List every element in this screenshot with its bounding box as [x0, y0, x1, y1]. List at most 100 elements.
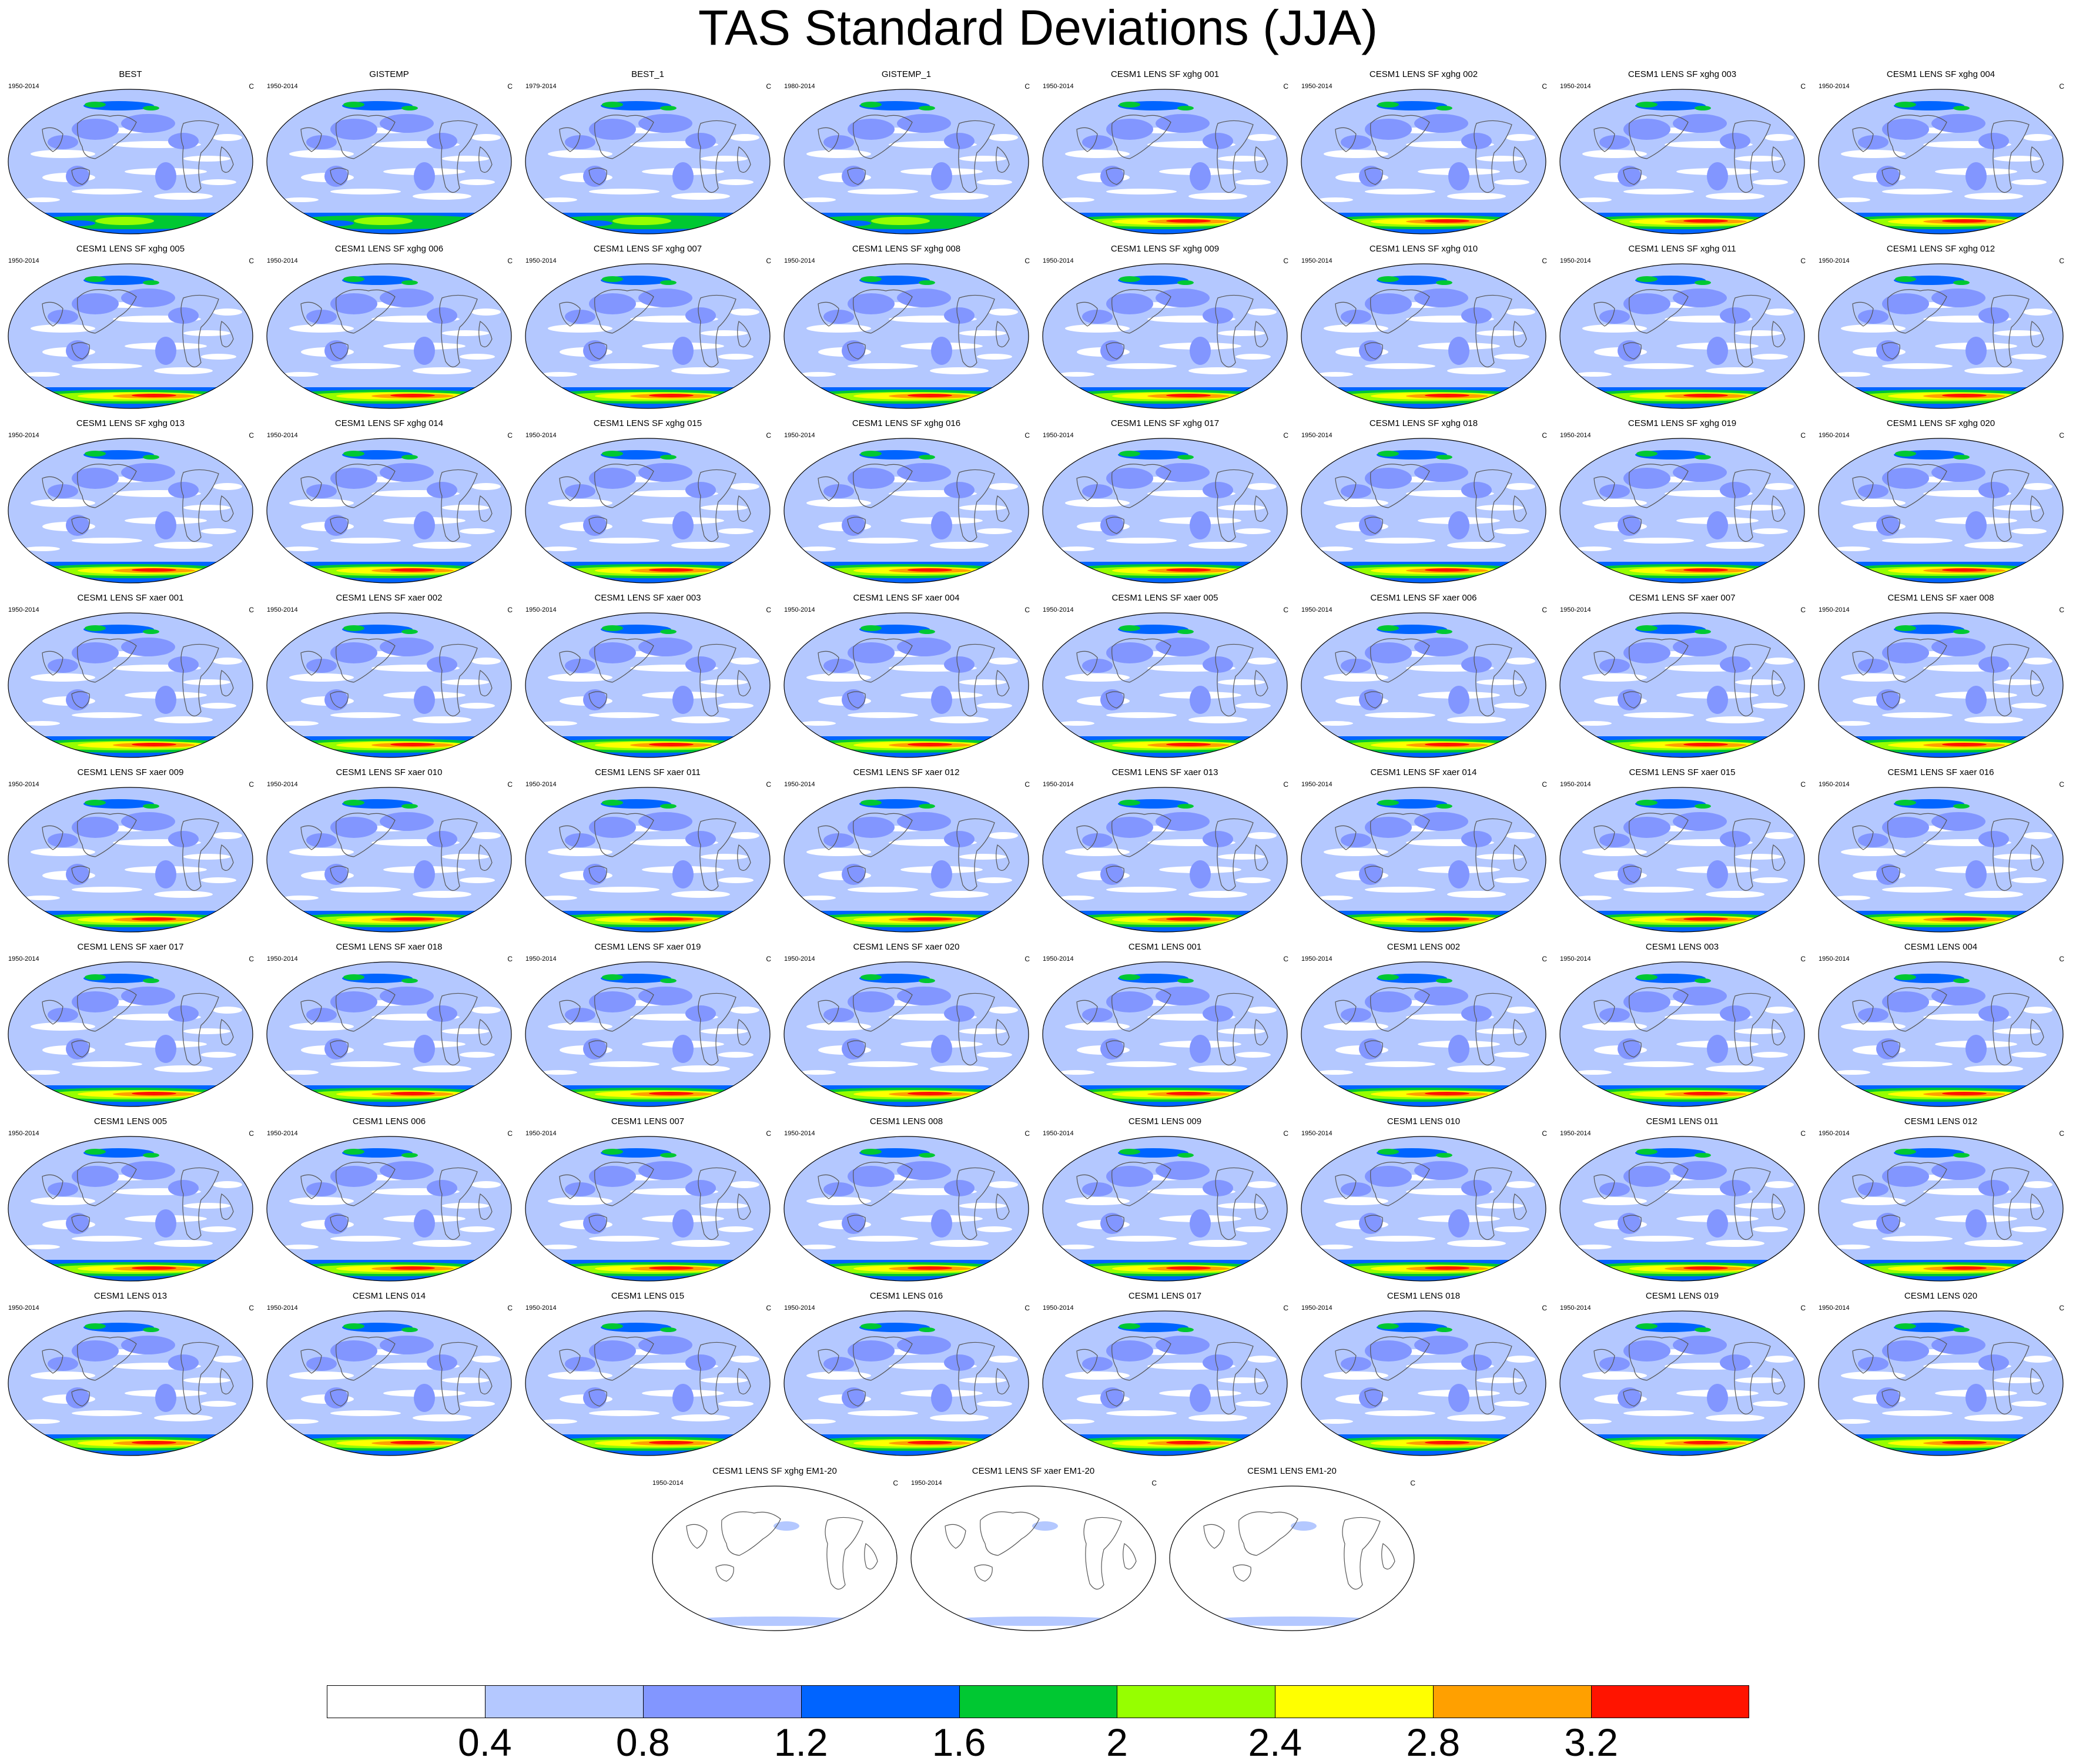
panel-period: 1950-2014 — [8, 781, 39, 788]
coastline — [1593, 1174, 1615, 1199]
coastline — [439, 469, 478, 542]
panel-title: CESM1 LENS 007 — [611, 1116, 685, 1126]
moderate-variability-region — [685, 831, 716, 847]
low-variability-region — [959, 1203, 1006, 1209]
low-variability-region — [1218, 330, 1265, 336]
panel-units: C — [507, 955, 513, 963]
panel-title: CESM1 LENS SF xaer 014 — [1370, 767, 1477, 777]
panel-period: 1950-2014 — [525, 781, 557, 788]
low-variability-region — [1318, 372, 1353, 377]
coastline — [1772, 1193, 1786, 1220]
low-variability-region — [1106, 1410, 1177, 1416]
coastline — [737, 321, 751, 347]
map-outline — [525, 438, 771, 583]
moderate-variability-region — [306, 310, 337, 324]
coastline — [330, 691, 349, 709]
global-map — [1818, 1136, 2064, 1282]
coastline — [1887, 638, 1947, 683]
panel-units: C — [1283, 257, 1288, 265]
moderate-variability-region — [944, 482, 975, 498]
moderate-variability-region — [72, 817, 119, 838]
low-variability-region — [2011, 528, 2047, 534]
panel-period: 1950-2014 — [1819, 606, 1850, 613]
panel-title: CESM1 LENS SF xaer 018 — [336, 942, 443, 952]
low-variability-region — [1506, 832, 1535, 839]
coastline — [439, 818, 478, 891]
global-map — [8, 89, 253, 234]
moderate-variability-region — [672, 162, 694, 190]
map-panel: CESM1 LENS SF xghg EM1-20 1950-2014 C — [645, 1465, 904, 1635]
low-variability-region — [848, 538, 918, 544]
low-variability-region — [542, 721, 577, 726]
low-variability-region — [25, 546, 60, 551]
panel-units: C — [1024, 1304, 1030, 1312]
coastline — [439, 1342, 478, 1415]
low-variability-region — [1582, 673, 1647, 682]
low-variability-region — [806, 1197, 871, 1205]
coastline — [956, 1342, 995, 1415]
panel-units: C — [1542, 780, 1547, 789]
low-variability-region — [1447, 716, 1506, 723]
low-variability-region — [1506, 1007, 1535, 1014]
coastline — [737, 495, 751, 522]
moderate-variability-region — [72, 293, 119, 314]
coastline — [847, 342, 866, 360]
coastline — [300, 1174, 322, 1199]
panel-units: C — [1800, 1129, 1806, 1138]
global-map — [783, 89, 1029, 234]
global-map — [525, 1136, 771, 1282]
map-panel: CESM1 LENS 015 1950-2014 C — [518, 1290, 777, 1460]
panel-units: C — [1800, 431, 1806, 440]
low-variability-region — [413, 1240, 471, 1247]
moderate-variability-region — [565, 1008, 595, 1022]
low-variability-region — [442, 156, 489, 162]
coastline — [847, 1389, 866, 1407]
low-variability-region — [1106, 189, 1177, 194]
moderate-variability-region — [1673, 1161, 1727, 1180]
panel-units: C — [1283, 955, 1288, 963]
low-variability-region — [330, 1236, 401, 1242]
moderate-variability-region — [72, 991, 119, 1012]
low-variability-region — [2011, 1052, 2047, 1058]
low-variability-region — [1506, 1356, 1535, 1363]
map-panel: CESM1 LENS SF xghg 016 1950-2014 C — [777, 417, 1036, 588]
low-variability-region — [1506, 134, 1535, 141]
moderate-variability-region — [1599, 310, 1630, 324]
panel-units: C — [1800, 780, 1806, 789]
low-variability-region — [2023, 1007, 2052, 1014]
coastline — [853, 813, 913, 857]
coastline — [1513, 1368, 1527, 1394]
low-variability-region — [542, 1070, 577, 1075]
panel-period: 1950-2014 — [784, 257, 815, 264]
low-variability-region — [183, 1203, 230, 1209]
global-map — [783, 1136, 1029, 1282]
panel-period: 1950-2014 — [8, 257, 39, 264]
map-outline — [1559, 1136, 1805, 1282]
map-panel: CESM1 LENS 017 1950-2014 C — [1036, 1290, 1294, 1460]
panel-title: CESM1 LENS SF xaer 008 — [1887, 593, 1994, 603]
moderate-variability-region — [685, 133, 716, 149]
low-variability-region — [1476, 505, 1523, 511]
moderate-variability-region — [1720, 1354, 1750, 1371]
panel-period: 1950-2014 — [1301, 781, 1332, 788]
coastline — [559, 1000, 581, 1025]
low-variability-region — [1324, 1197, 1388, 1205]
coastline — [1106, 342, 1124, 360]
low-variability-region — [930, 542, 989, 549]
low-variability-region — [1318, 1245, 1353, 1249]
panel-units: C — [249, 82, 254, 90]
coastline — [1335, 476, 1357, 501]
map-panel: CESM1 LENS SF xaer 013 1950-2014 C — [1036, 766, 1294, 937]
moderate-variability-region — [1965, 162, 1987, 190]
global-map — [525, 263, 771, 409]
low-variability-region — [1218, 679, 1265, 685]
low-variability-region — [1218, 1377, 1265, 1383]
coastline — [2030, 495, 2044, 522]
low-variability-region — [589, 1236, 659, 1242]
panel-title: BEST_1 — [631, 69, 664, 79]
panel-period: 1950-2014 — [1819, 432, 1850, 439]
map-outline — [525, 1310, 771, 1456]
panel-title: CESM1 LENS SF xghg 004 — [1886, 69, 1995, 79]
low-variability-region — [989, 1007, 1018, 1014]
moderate-variability-region — [306, 1357, 337, 1371]
